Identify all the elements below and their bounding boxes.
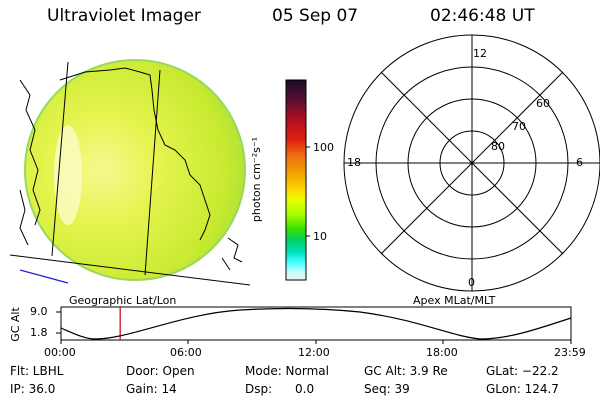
uv-disk (24, 59, 246, 281)
mlt-label-0: 0 (468, 276, 475, 289)
time-label: 02:46:48 UT (430, 6, 535, 26)
mode-info: Mode: Normal (245, 364, 329, 378)
altitude-xtick-0600: 06:00 (170, 346, 202, 359)
altitude-ytick-9: 9.0 (30, 305, 48, 318)
door-info: Door: Open (126, 364, 195, 378)
altitude-xtick-1200: 12:00 (298, 346, 330, 359)
mlat-label-60: 60 (536, 97, 550, 110)
altitude-xtick-2359: 23:59 (554, 346, 586, 359)
altitude-xtick-0000: 00:00 (44, 346, 76, 359)
mlat-label-70: 70 (512, 120, 526, 133)
glat-info: GLat: −22.2 (486, 364, 559, 378)
lat-lon-grid (9, 61, 251, 286)
apex-caption: Apex MLat/MLT (413, 294, 496, 307)
mlt-label-12: 12 (473, 47, 487, 60)
colorbar-tick-100: 100 (313, 141, 334, 154)
instrument-title: Ultraviolet Imager (47, 6, 201, 26)
seq-info: Seq: 39 (364, 382, 410, 396)
glon-info: GLon: 124.7 (486, 382, 559, 396)
coastlines (19, 67, 243, 271)
colorbar-tick-10: 10 (313, 230, 327, 243)
mlt-label-18: 18 (347, 156, 361, 169)
gc-alt-info: GC Alt: 3.9 Re (364, 364, 448, 378)
altitude-ytick-1.8: 1.8 (30, 326, 48, 339)
geographic-caption: Geographic Lat/Lon (69, 294, 177, 307)
mlat-label-80: 80 (491, 140, 505, 153)
altitude-xtick-1800: 18:00 (426, 346, 458, 359)
altitude-curve (60, 307, 572, 340)
ip-info: IP: 36.0 (10, 382, 56, 396)
flt-info: Flt: LBHL (10, 364, 64, 378)
mlt-label-6: 6 (576, 156, 583, 169)
dsp-info: Dsp: 0.0 (245, 382, 315, 396)
gain-info: Gain: 14 (126, 382, 177, 396)
date-label: 05 Sep 07 (272, 6, 359, 26)
